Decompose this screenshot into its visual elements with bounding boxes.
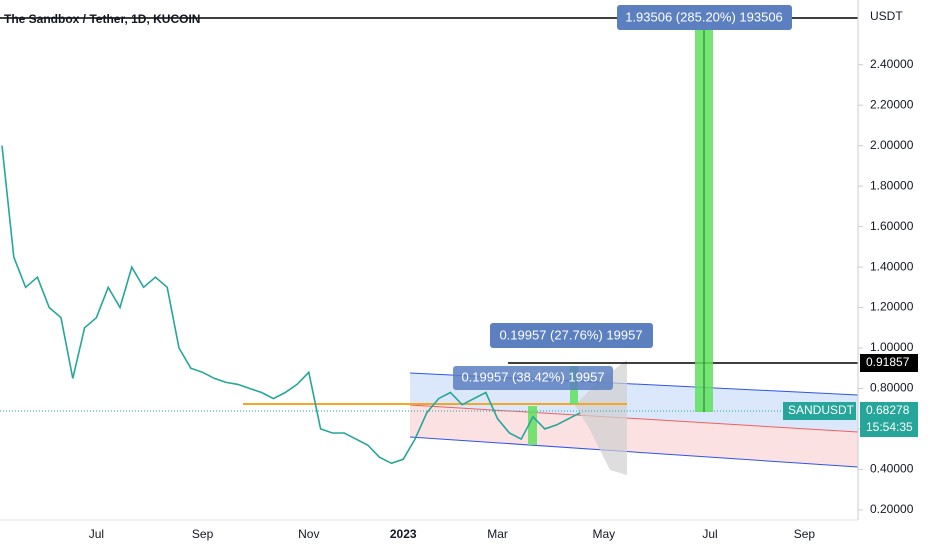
x-tick-label: May (592, 527, 615, 541)
price-badge (860, 402, 918, 437)
y-tick-label: 1.20000 (870, 300, 914, 314)
x-tick-label: Mar (487, 527, 508, 541)
channel-lower (410, 405, 858, 467)
y-tick-label: 0.20000 (870, 502, 914, 516)
countdown-text: 15:54:35 (866, 420, 913, 434)
x-tick-label: Sep (794, 527, 816, 541)
measure-bar (528, 406, 537, 445)
y-tick-label: 1.60000 (870, 219, 914, 233)
measure-label: 0.19957 (27.76%) 19957 (499, 327, 642, 342)
symbol-badge (783, 402, 856, 420)
channel-bottom (409, 436, 859, 468)
y-tick-label: 1.00000 (870, 340, 914, 354)
symbol-badge-text: SANDUSDT (788, 403, 855, 417)
y-tick-label: 0.40000 (870, 462, 914, 476)
channel-mid (409, 404, 859, 433)
level-badge-text: 0.91857 (866, 355, 910, 369)
measure-label: 1.93506 (285.20%) 193506 (625, 9, 783, 24)
y-tick-label: 2.00000 (870, 138, 914, 152)
y-tick-label: 2.40000 (870, 57, 914, 71)
x-tick-label: Nov (298, 527, 319, 541)
y-tick-label: 1.80000 (870, 178, 914, 192)
price-badge-text: 0.68278 (866, 403, 910, 417)
measure-label-box (453, 366, 613, 390)
y-tick-label: 1.40000 (870, 259, 914, 273)
x-tick-label: Sep (192, 527, 214, 541)
x-tick-label: Jul (89, 527, 104, 541)
price-line-series (1, 145, 581, 465)
volume-profile (575, 360, 627, 475)
measure-label-box (617, 5, 792, 30)
y-tick-label: 0.80000 (870, 381, 914, 395)
measure-label: 0.19957 (38.42%) 19957 (461, 369, 604, 384)
y-tick-label: 2.20000 (870, 97, 914, 111)
measure-label-box (490, 323, 653, 348)
chart-title: The Sandbox / Tether, 1D, KUCOIN (4, 12, 200, 26)
level-badge (860, 354, 918, 372)
x-tick-label: 2023 (390, 527, 417, 541)
y-axis-label: USDT (870, 9, 903, 23)
x-tick-label: Jul (702, 527, 717, 541)
